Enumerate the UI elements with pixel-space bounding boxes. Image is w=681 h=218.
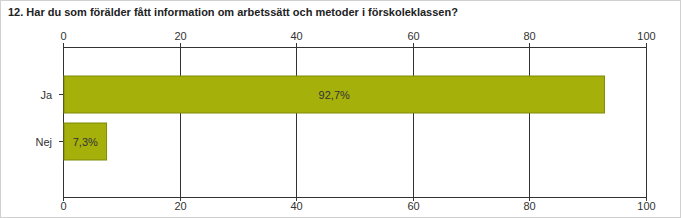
grid-line bbox=[180, 47, 181, 197]
category-tick bbox=[59, 94, 63, 95]
tick-label: 60 bbox=[407, 200, 419, 212]
category-label: Nej bbox=[35, 136, 52, 148]
tick-label: 80 bbox=[523, 30, 535, 42]
tick-mark bbox=[646, 43, 647, 47]
tick-label: 40 bbox=[290, 30, 302, 42]
tick-label: 20 bbox=[174, 30, 186, 42]
background bbox=[1, 1, 681, 218]
title: 12. Har du som förälder fått information… bbox=[8, 6, 458, 18]
tick-label: 20 bbox=[174, 200, 186, 212]
category-label: Ja bbox=[40, 89, 53, 101]
grid-line bbox=[529, 47, 530, 197]
bar bbox=[64, 76, 604, 113]
tick-mark bbox=[296, 43, 297, 47]
tick-label: 100 bbox=[637, 200, 655, 212]
data-label: 92,7% bbox=[319, 89, 350, 101]
data-label: 7,3% bbox=[73, 136, 98, 148]
bars bbox=[64, 76, 604, 160]
grid-line bbox=[646, 47, 647, 197]
axis-line bbox=[63, 197, 646, 198]
tick-mark bbox=[63, 43, 64, 47]
tick-label: 80 bbox=[523, 200, 535, 212]
category-tick bbox=[59, 141, 63, 142]
grid-line bbox=[63, 47, 64, 197]
tick-label: 40 bbox=[290, 200, 302, 212]
chart-svg: 12. Har du som förälder fått information… bbox=[0, 0, 681, 218]
tick-label: 0 bbox=[60, 30, 66, 42]
tick-mark bbox=[180, 43, 181, 47]
tick-label: 0 bbox=[60, 200, 66, 212]
grid-line bbox=[413, 47, 414, 197]
chart-container: 12. Har du som förälder fått information… bbox=[0, 0, 681, 218]
bar bbox=[64, 123, 107, 160]
grid-line bbox=[296, 47, 297, 197]
tick-mark bbox=[413, 43, 414, 47]
tick-label: 60 bbox=[407, 30, 419, 42]
tick-mark bbox=[529, 43, 530, 47]
axis-line bbox=[63, 47, 646, 48]
tick-label: 100 bbox=[637, 30, 655, 42]
